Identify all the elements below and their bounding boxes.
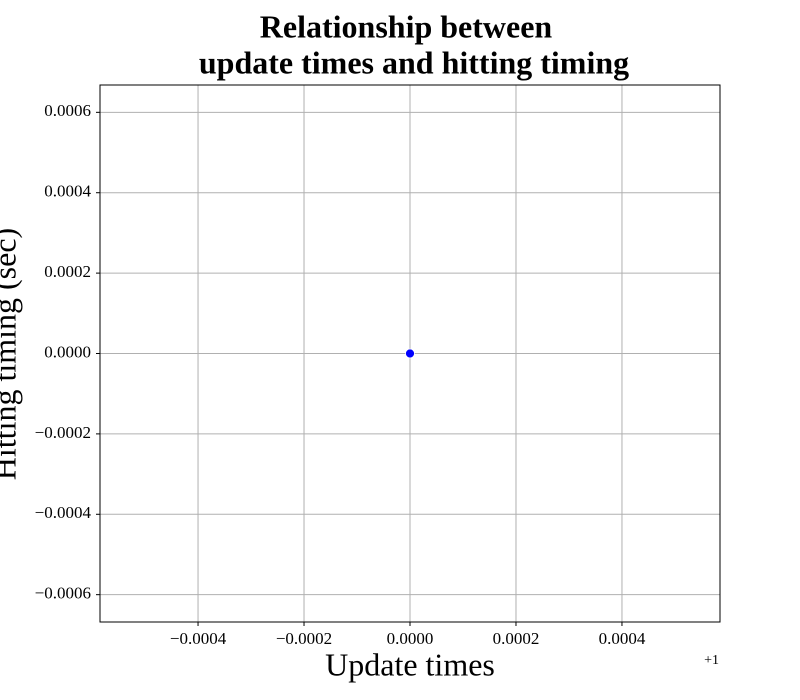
x-tick-label: 0.0004 <box>599 629 646 648</box>
y-tick-label: 0.0002 <box>44 262 91 281</box>
y-tick-label: 0.0004 <box>44 182 91 201</box>
chart-title: Relationship between <box>260 8 553 44</box>
y-axis-label: Hitting timing (sec) <box>0 228 22 480</box>
y-tick-label: −0.0004 <box>35 503 92 522</box>
x-tick-label: −0.0002 <box>276 629 332 648</box>
y-tick-label: 0.0000 <box>44 342 91 361</box>
y-tick-label: −0.0002 <box>35 423 91 442</box>
y-tick-label: −0.0006 <box>35 584 91 603</box>
y-tick-label: 0.0006 <box>44 101 91 120</box>
x-offset-label: +1 <box>704 653 719 668</box>
x-tick-label: 0.0000 <box>387 629 434 648</box>
x-axis-label: Update times <box>325 646 495 682</box>
x-tick-label: −0.0004 <box>170 629 227 648</box>
x-tick-label: 0.0002 <box>493 629 540 648</box>
chart-title: update times and hitting timing <box>199 44 629 80</box>
plot-frame <box>99 84 721 623</box>
scatter-point <box>405 348 415 359</box>
